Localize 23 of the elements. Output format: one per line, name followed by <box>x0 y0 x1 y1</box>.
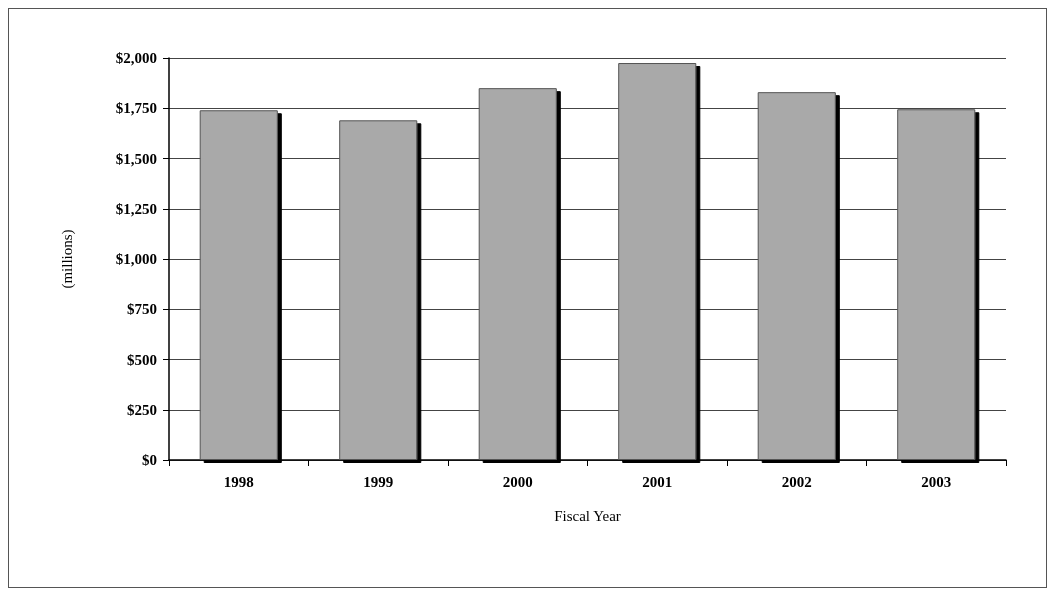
y-tick-label: $2,000 <box>115 50 157 66</box>
y-tick-label: $500 <box>127 351 157 368</box>
y-tick-label: $1,250 <box>115 200 157 217</box>
x-axis-title: Fiscal Year <box>554 507 621 524</box>
y-tick-label: $750 <box>127 301 157 318</box>
bar <box>339 120 418 460</box>
x-tick-label: 1999 <box>363 473 394 490</box>
x-tick-label: 2001 <box>642 473 673 490</box>
y-tick-label: $250 <box>127 401 157 418</box>
bar <box>757 92 836 460</box>
y-tick-label: $1,500 <box>115 150 157 167</box>
bar <box>897 109 976 460</box>
bar <box>618 63 697 460</box>
y-axis-title: (millions) <box>58 229 76 289</box>
y-tick-label: $0 <box>142 452 157 468</box>
bar <box>199 110 278 460</box>
x-tick-label: 2000 <box>502 473 533 490</box>
y-tick-label: $1,750 <box>115 100 157 117</box>
x-tick-label: 2002 <box>781 473 812 490</box>
x-tick-label: 1998 <box>223 473 254 490</box>
bar <box>478 88 557 460</box>
x-tick-label: 2003 <box>921 473 952 490</box>
y-tick-label: $1,000 <box>115 251 157 267</box>
